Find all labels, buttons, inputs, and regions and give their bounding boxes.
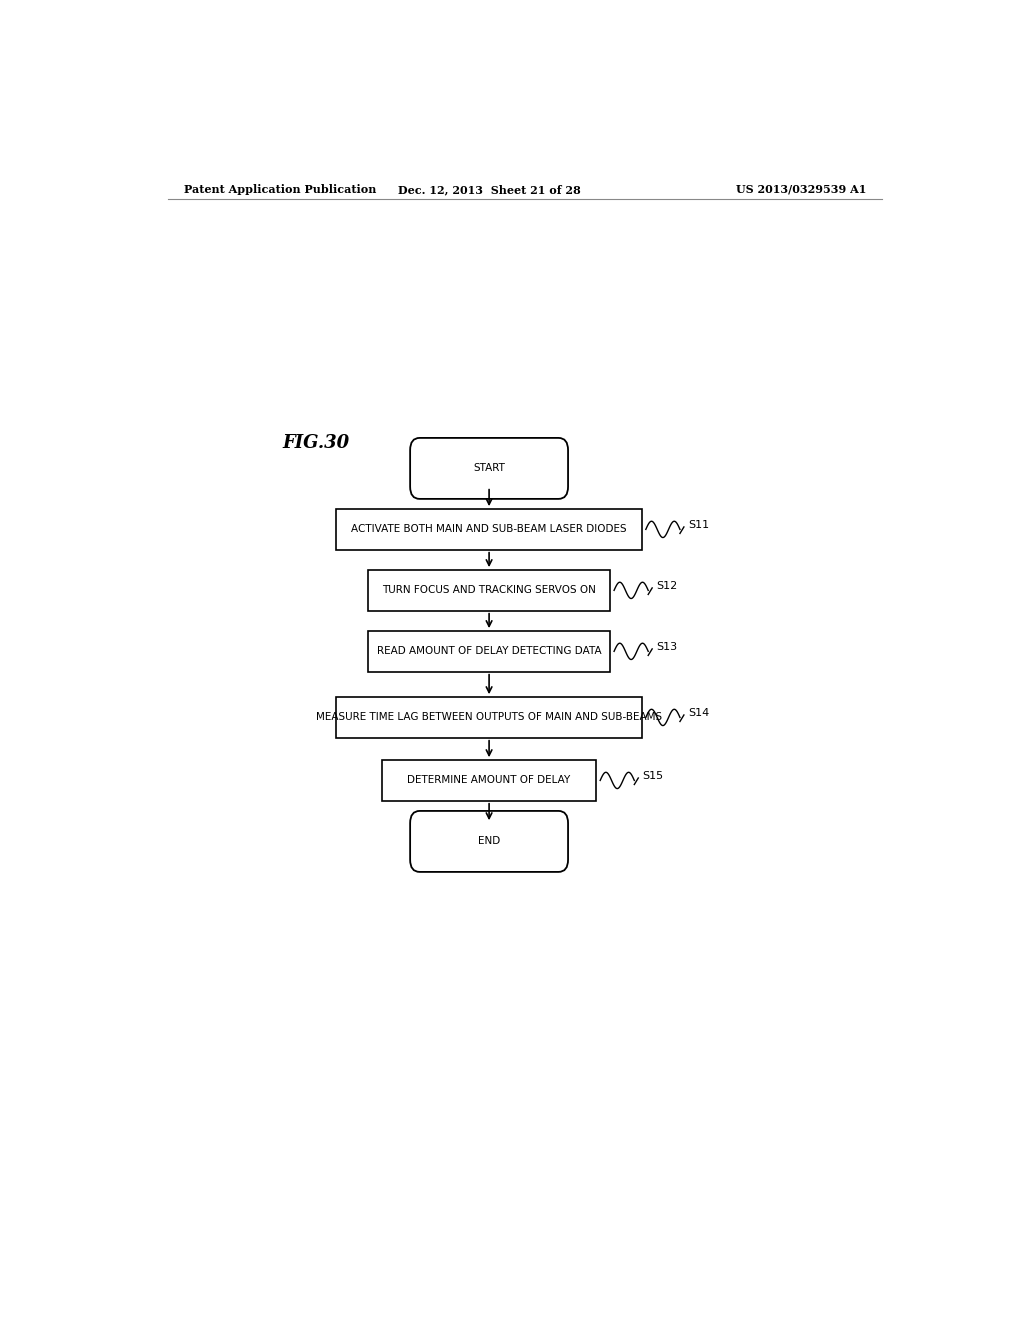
Text: MEASURE TIME LAG BETWEEN OUTPUTS OF MAIN AND SUB-BEAMS: MEASURE TIME LAG BETWEEN OUTPUTS OF MAIN… <box>316 713 663 722</box>
Text: S14: S14 <box>688 709 710 718</box>
Text: Patent Application Publication: Patent Application Publication <box>183 183 376 195</box>
Text: US 2013/0329539 A1: US 2013/0329539 A1 <box>735 183 866 195</box>
Text: END: END <box>478 837 500 846</box>
Text: START: START <box>473 463 505 474</box>
FancyBboxPatch shape <box>411 438 568 499</box>
Bar <box>382 760 596 801</box>
Bar <box>368 631 610 672</box>
Bar <box>336 697 642 738</box>
Text: READ AMOUNT OF DELAY DETECTING DATA: READ AMOUNT OF DELAY DETECTING DATA <box>377 647 601 656</box>
Text: FIG.30: FIG.30 <box>283 434 350 451</box>
Text: S13: S13 <box>656 643 677 652</box>
Text: ACTIVATE BOTH MAIN AND SUB-BEAM LASER DIODES: ACTIVATE BOTH MAIN AND SUB-BEAM LASER DI… <box>351 524 627 535</box>
Text: S11: S11 <box>688 520 709 531</box>
Bar <box>368 570 610 611</box>
Text: S15: S15 <box>642 771 664 781</box>
FancyBboxPatch shape <box>411 810 568 873</box>
Text: S12: S12 <box>656 581 678 591</box>
Text: TURN FOCUS AND TRACKING SERVOS ON: TURN FOCUS AND TRACKING SERVOS ON <box>382 585 596 595</box>
Text: DETERMINE AMOUNT OF DELAY: DETERMINE AMOUNT OF DELAY <box>408 775 570 785</box>
Bar <box>336 510 642 549</box>
Text: Dec. 12, 2013  Sheet 21 of 28: Dec. 12, 2013 Sheet 21 of 28 <box>397 183 581 195</box>
